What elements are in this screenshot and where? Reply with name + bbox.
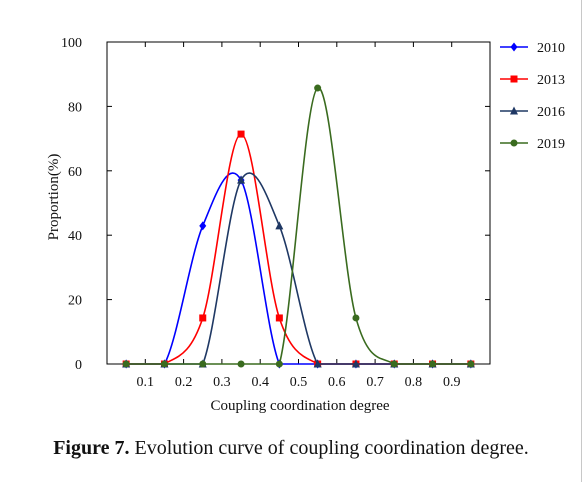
- data-point-2019: [314, 84, 322, 92]
- data-point-2013: [199, 314, 207, 322]
- x-tick-label: 0.5: [290, 375, 308, 390]
- data-point-2019: [237, 360, 245, 368]
- legend-swatch-marker: [510, 106, 518, 115]
- series-line-2019: [126, 87, 471, 365]
- series-line-2016: [126, 172, 471, 365]
- data-point-2019: [390, 360, 398, 368]
- legend-swatch-marker: [510, 75, 518, 83]
- legend-label: 2019: [537, 137, 565, 152]
- legend: 2010 2013 2016 2019: [500, 41, 565, 152]
- legend-item-2010: 2010: [500, 41, 565, 56]
- y-tick-label: 0: [75, 358, 82, 373]
- series-line-2013: [126, 133, 471, 365]
- x-tick-label: 0.6: [328, 375, 346, 390]
- x-axis-label: Coupling coordination degree: [210, 398, 389, 414]
- x-tick-label: 0.9: [443, 375, 461, 390]
- legend-label: 2016: [537, 105, 565, 120]
- legend-swatch-marker: [510, 139, 518, 147]
- x-tick-label: 0.1: [137, 375, 155, 390]
- data-point-2016: [313, 359, 322, 368]
- legend-label: 2010: [537, 41, 565, 56]
- series-2010: [122, 172, 475, 369]
- plot-area: 0 20 40 60 80 100 0.1 0.2 0.3 0.4 0.5 0.6 0.7 0.8 0.9: [61, 36, 491, 390]
- series-layer: [122, 84, 475, 369]
- series-2016: [122, 172, 475, 368]
- data-point-2019: [467, 360, 475, 368]
- x-tick-label: 0.3: [213, 375, 231, 390]
- x-tick-label: 0.2: [175, 375, 193, 390]
- data-point-2016: [351, 359, 360, 368]
- y-tick-label: 60: [68, 165, 82, 180]
- legend-swatch-marker: [510, 42, 518, 52]
- figure-caption-label: Figure 7.: [53, 437, 130, 459]
- legend-item-2019: 2019: [500, 137, 565, 152]
- plot-border: [106, 41, 491, 365]
- data-point-2013: [237, 130, 245, 138]
- data-point-2019: [275, 360, 283, 368]
- legend-label: 2013: [537, 73, 565, 88]
- data-point-2019: [122, 360, 130, 368]
- data-point-2013: [275, 314, 283, 322]
- x-tick-label: 0.8: [405, 375, 423, 390]
- y-tick-label: 40: [68, 229, 82, 244]
- legend-item-2016: 2016: [500, 105, 565, 120]
- y-tick-label: 100: [61, 36, 82, 51]
- series-line-2010: [126, 172, 471, 365]
- data-point-2016: [237, 175, 246, 184]
- y-axis-label: Proportion(%): [46, 154, 62, 241]
- y-tick-label: 80: [68, 100, 82, 115]
- x-tick-label: 0.4: [251, 375, 269, 390]
- data-point-2019: [160, 360, 168, 368]
- figure-caption: Figure 7. Evolution curve of coupling co…: [0, 437, 582, 460]
- series-2019: [122, 84, 475, 368]
- data-point-2019: [352, 314, 360, 322]
- x-tick-label: 0.7: [366, 375, 384, 390]
- data-point-2016: [275, 221, 284, 230]
- y-tick-label: 20: [68, 294, 82, 309]
- figure-caption-text: Evolution curve of coupling coordination…: [129, 437, 529, 459]
- data-point-2010: [199, 221, 207, 231]
- legend-item-2013: 2013: [500, 73, 565, 88]
- data-point-2019: [429, 360, 437, 368]
- data-point-2019: [199, 360, 207, 368]
